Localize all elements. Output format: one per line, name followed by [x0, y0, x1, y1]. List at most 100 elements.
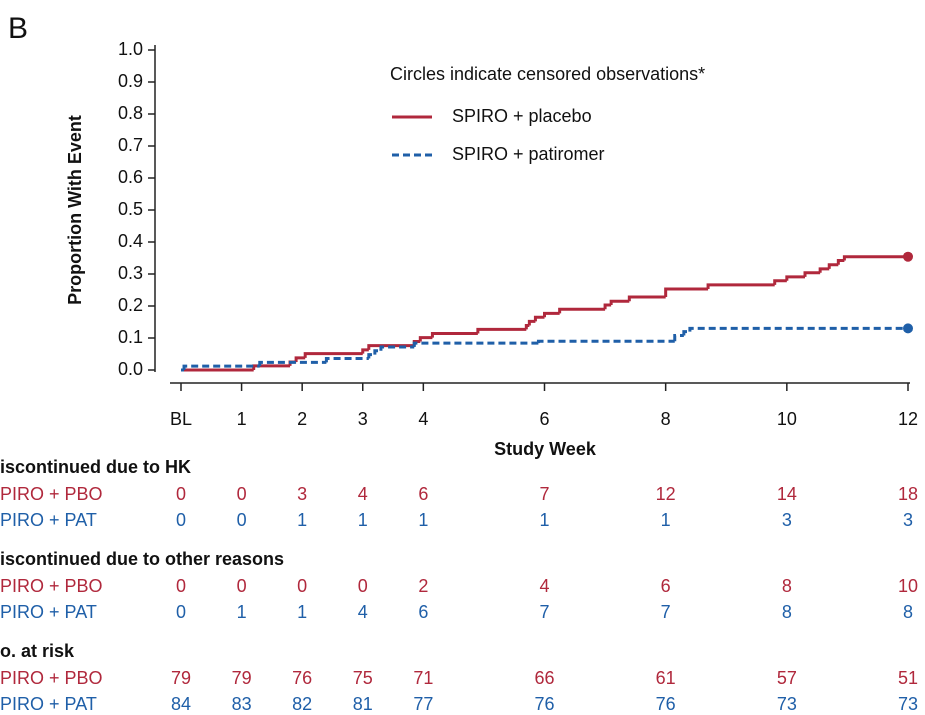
x-tick-label: 2: [297, 409, 307, 429]
step-segment: [412, 341, 539, 347]
x-tick-label: 1: [237, 409, 247, 429]
censor-marker: [903, 323, 913, 334]
table-value: 51: [898, 668, 918, 688]
table-value: 84: [171, 694, 191, 714]
y-tick-label: 0.0: [118, 359, 143, 379]
table-value: 8: [903, 602, 913, 622]
table-value: 8: [782, 576, 792, 596]
x-axis-label: Study Week: [494, 439, 597, 459]
table-value: 57: [777, 668, 797, 688]
table-value: 3: [782, 510, 792, 530]
y-axis-label: Proportion With Event: [65, 115, 85, 305]
step-segment: [476, 327, 527, 334]
step-segment: [430, 332, 478, 338]
table-value: 6: [661, 576, 671, 596]
step-segment: [373, 349, 381, 355]
table-value: 75: [353, 668, 373, 688]
table-title: o. at risk: [0, 641, 75, 661]
table-value: 0: [176, 484, 186, 504]
table-value: 83: [232, 694, 252, 714]
x-tick-label: 6: [539, 409, 549, 429]
table-value: 12: [656, 484, 676, 504]
step-segment: [418, 336, 433, 342]
panel-label: B: [8, 12, 28, 45]
step-segment: [527, 319, 536, 326]
step-segment: [818, 267, 830, 273]
table-value: 4: [358, 602, 368, 622]
step-segment: [303, 352, 363, 358]
table-title: iscontinued due to HK: [0, 457, 191, 477]
table-value: 4: [539, 576, 549, 596]
table-value: 7: [661, 602, 671, 622]
row-label: PIRO + PAT: [0, 510, 97, 530]
table-value: 1: [297, 510, 307, 530]
table-value: 7: [539, 602, 549, 622]
table-value: 6: [418, 602, 428, 622]
table-value: 61: [656, 668, 676, 688]
table-title: iscontinued due to other reasons: [0, 549, 284, 569]
table-value: 3: [297, 484, 307, 504]
table-value: 79: [171, 668, 191, 688]
step-segment: [627, 295, 666, 302]
step-segment: [182, 364, 260, 370]
step-segment: [706, 283, 775, 290]
table-value: 3: [903, 510, 913, 530]
table-value: 73: [898, 694, 918, 714]
step-segment: [379, 345, 415, 351]
table-value: 76: [534, 694, 554, 714]
step-segment: [252, 364, 291, 370]
step-segment: [682, 330, 690, 336]
row-label: PIRO + PAT: [0, 602, 97, 622]
table-value: 1: [418, 510, 428, 530]
table-value: 66: [534, 668, 554, 688]
x-tick-label: 12: [898, 409, 918, 429]
table-value: 0: [237, 576, 247, 596]
table-value: 76: [292, 668, 312, 688]
legend-title: Circles indicate censored observations*: [390, 64, 705, 84]
x-tick-label: 3: [358, 409, 368, 429]
step-segment: [524, 324, 530, 330]
step-segment: [367, 353, 375, 359]
step-segment: [688, 326, 908, 332]
table-value: 79: [232, 668, 252, 688]
table-value: 14: [777, 484, 797, 504]
y-tick-label: 0.2: [118, 295, 143, 315]
row-label: PIRO + PAT: [0, 694, 97, 714]
step-segment: [258, 360, 327, 367]
table-value: 4: [358, 484, 368, 504]
table-value: 1: [358, 510, 368, 530]
table-value: 73: [777, 694, 797, 714]
step-segment: [803, 271, 821, 277]
step-segment: [536, 339, 675, 344]
y-tick-label: 0.3: [118, 263, 143, 283]
step-segment: [842, 255, 908, 261]
table-value: 82: [292, 694, 312, 714]
step-segment: [324, 356, 369, 363]
censor-marker: [903, 251, 913, 262]
table-value: 77: [413, 694, 433, 714]
step-segment: [773, 279, 787, 285]
step-segment: [827, 263, 839, 269]
y-tick-label: 0.4: [118, 231, 143, 251]
x-tick-label: BL: [170, 409, 192, 429]
y-tick-label: 1.0: [118, 39, 143, 59]
table-value: 18: [898, 484, 918, 504]
y-tick-label: 0.8: [118, 103, 143, 123]
table-value: 1: [539, 510, 549, 530]
step-segment: [294, 356, 306, 362]
table-value: 0: [176, 510, 186, 530]
step-segment: [533, 315, 545, 322]
table-value: 76: [656, 694, 676, 714]
step-segment: [603, 303, 612, 310]
row-label: PIRO + PBO: [0, 576, 103, 596]
table-value: 0: [237, 510, 247, 530]
y-tick-label: 0.7: [118, 135, 143, 155]
legend-label: SPIRO + placebo: [452, 106, 592, 126]
step-segment: [664, 287, 709, 298]
table-value: 10: [898, 576, 918, 596]
y-tick-label: 0.5: [118, 199, 143, 219]
table-value: 8: [782, 602, 792, 622]
legend-label: SPIRO + patiromer: [452, 144, 605, 164]
step-segment: [785, 275, 806, 281]
step-segment: [558, 307, 606, 314]
